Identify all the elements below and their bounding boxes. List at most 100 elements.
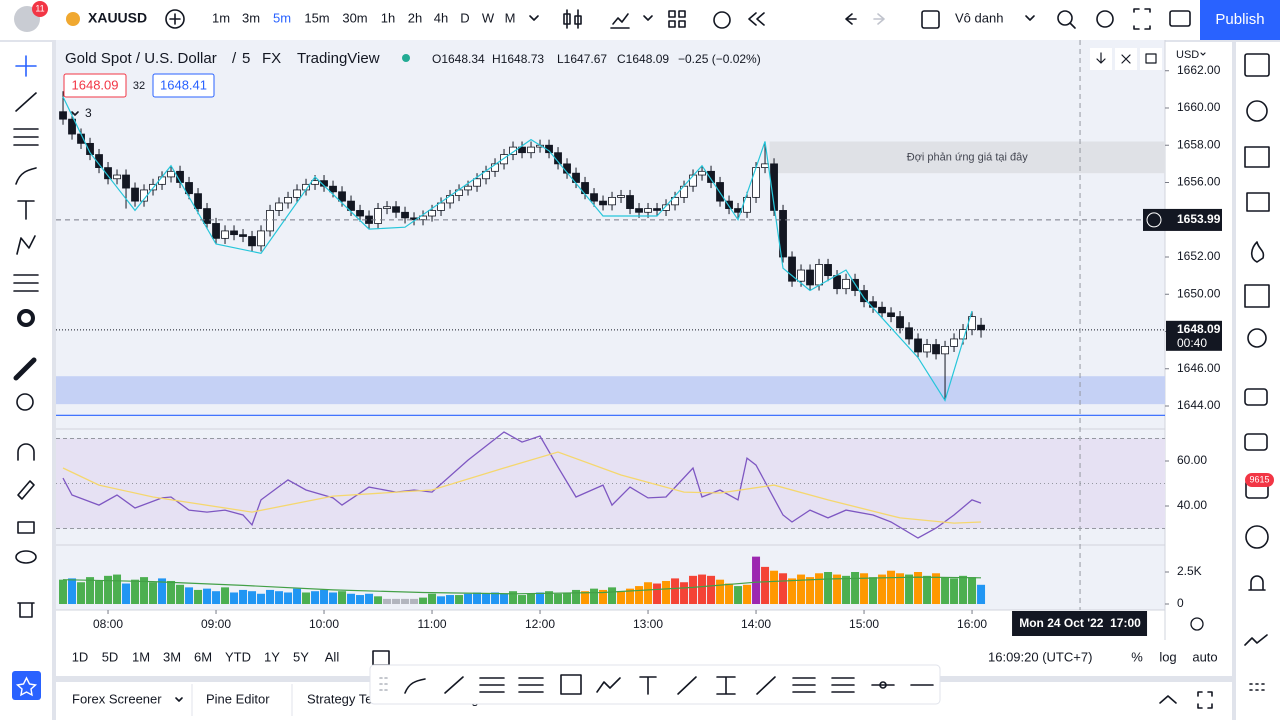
buy-button[interactable] (152, 73, 215, 98)
fib-tool[interactable] (13, 128, 39, 146)
news[interactable] (1244, 146, 1270, 168)
pane-button-icons (1096, 52, 1157, 64)
interval[interactable]: 2h (408, 10, 422, 25)
lock-drawing-tool[interactable] (17, 480, 35, 500)
broadcast[interactable] (1245, 525, 1269, 549)
chart-settings[interactable] (1190, 617, 1204, 631)
shapes-tool[interactable] (17, 309, 35, 327)
tool[interactable] (716, 676, 736, 695)
candle-body (896, 316, 904, 329)
tab-dropdown[interactable] (175, 697, 183, 702)
measure-tool[interactable] (13, 357, 37, 381)
indicators-dropdown[interactable] (643, 15, 653, 21)
candle-body (806, 269, 814, 286)
tab[interactable]: Pine Editor (206, 691, 270, 706)
tool[interactable] (404, 678, 426, 694)
symbol[interactable]: XAUUSD (88, 10, 147, 26)
pattern-tool[interactable] (16, 235, 36, 255)
prediction-tool[interactable] (13, 274, 39, 292)
range[interactable]: 1Y (264, 649, 280, 664)
pane-button[interactable] (1140, 48, 1162, 70)
data-window[interactable] (1246, 192, 1270, 212)
undo[interactable] (845, 13, 857, 25)
auto-toggle[interactable]: auto (1192, 649, 1217, 664)
text-tool[interactable] (17, 200, 35, 220)
alert[interactable] (713, 11, 731, 29)
tool[interactable] (831, 677, 855, 693)
search[interactable] (1057, 10, 1073, 26)
watchlist[interactable] (1244, 53, 1270, 77)
ideas[interactable] (1247, 328, 1267, 348)
interval[interactable]: D (460, 10, 469, 25)
indicators[interactable] (610, 13, 630, 29)
interval[interactable]: 1m (212, 10, 230, 25)
replay[interactable] (748, 12, 765, 26)
tool[interactable] (479, 677, 505, 693)
range[interactable]: 5D (102, 649, 119, 664)
lock-tool[interactable] (17, 521, 35, 534)
range[interactable]: YTD (225, 649, 251, 664)
collapse-panel[interactable] (1159, 695, 1177, 704)
layout-icon[interactable] (921, 10, 940, 29)
templates[interactable] (668, 10, 686, 28)
trend-line-tool[interactable] (15, 92, 37, 112)
interval[interactable]: 30m (342, 10, 367, 25)
tool[interactable] (756, 676, 776, 695)
fullscreen[interactable] (1133, 8, 1151, 30)
trading[interactable] (1244, 634, 1268, 646)
range[interactable]: 1M (132, 649, 150, 664)
chats[interactable] (1244, 388, 1268, 406)
interval[interactable]: 1h (381, 10, 395, 25)
range[interactable]: 1D (72, 649, 89, 664)
brush-tool[interactable] (15, 167, 37, 185)
layout-dropdown[interactable] (1025, 15, 1035, 21)
layout-name[interactable]: Vô danh (955, 10, 1003, 25)
indicators-toggle[interactable] (71, 111, 79, 116)
interval[interactable]: M (505, 10, 516, 25)
hide-tool[interactable] (15, 550, 37, 564)
zoom-tool[interactable] (16, 393, 34, 411)
interval-dropdown[interactable] (529, 15, 539, 21)
tool[interactable] (560, 674, 582, 695)
interval-active[interactable]: 5m (273, 10, 291, 25)
interval[interactable]: W (482, 10, 495, 25)
calendar[interactable] (1244, 284, 1270, 308)
more[interactable] (1249, 683, 1265, 691)
maximize-panel[interactable] (1197, 691, 1213, 709)
candle-body (437, 202, 445, 211)
streams[interactable] (1244, 433, 1268, 451)
tool[interactable] (677, 676, 697, 695)
snapshot[interactable] (1169, 10, 1191, 27)
range[interactable]: 6M (194, 649, 212, 664)
alerts[interactable] (1246, 100, 1268, 122)
tool[interactable] (596, 677, 621, 693)
magnet-tool[interactable] (17, 443, 35, 461)
chart-type[interactable] (563, 9, 582, 29)
hotlists[interactable] (1250, 241, 1265, 263)
percent-toggle[interactable]: % (1131, 649, 1143, 664)
range[interactable]: All (325, 649, 340, 664)
interval[interactable]: 15m (304, 10, 329, 25)
settings[interactable] (1096, 10, 1114, 28)
add-symbol[interactable] (165, 9, 185, 29)
crosshair-tool[interactable] (15, 55, 37, 77)
drag-handle[interactable] (379, 677, 388, 691)
currency[interactable]: USD (1176, 49, 1199, 61)
favorites[interactable] (12, 671, 41, 700)
tool[interactable] (518, 677, 544, 693)
currency-dropdown[interactable] (1200, 52, 1206, 56)
range[interactable]: 3M (163, 649, 181, 664)
tool[interactable] (639, 676, 657, 695)
interval[interactable]: 4h (434, 10, 448, 25)
publish-button[interactable] (1200, 0, 1280, 40)
volume-bar (293, 588, 302, 605)
range[interactable]: 5Y (293, 649, 309, 664)
sell-button[interactable] (63, 73, 127, 98)
log-toggle[interactable]: log (1159, 649, 1176, 664)
tool[interactable] (792, 677, 816, 693)
interval[interactable]: 3m (242, 10, 260, 25)
tab[interactable]: Forex Screener (72, 691, 162, 706)
tool[interactable] (444, 676, 464, 694)
remove-tool[interactable] (17, 602, 35, 618)
alerts-bell[interactable] (1248, 575, 1266, 591)
